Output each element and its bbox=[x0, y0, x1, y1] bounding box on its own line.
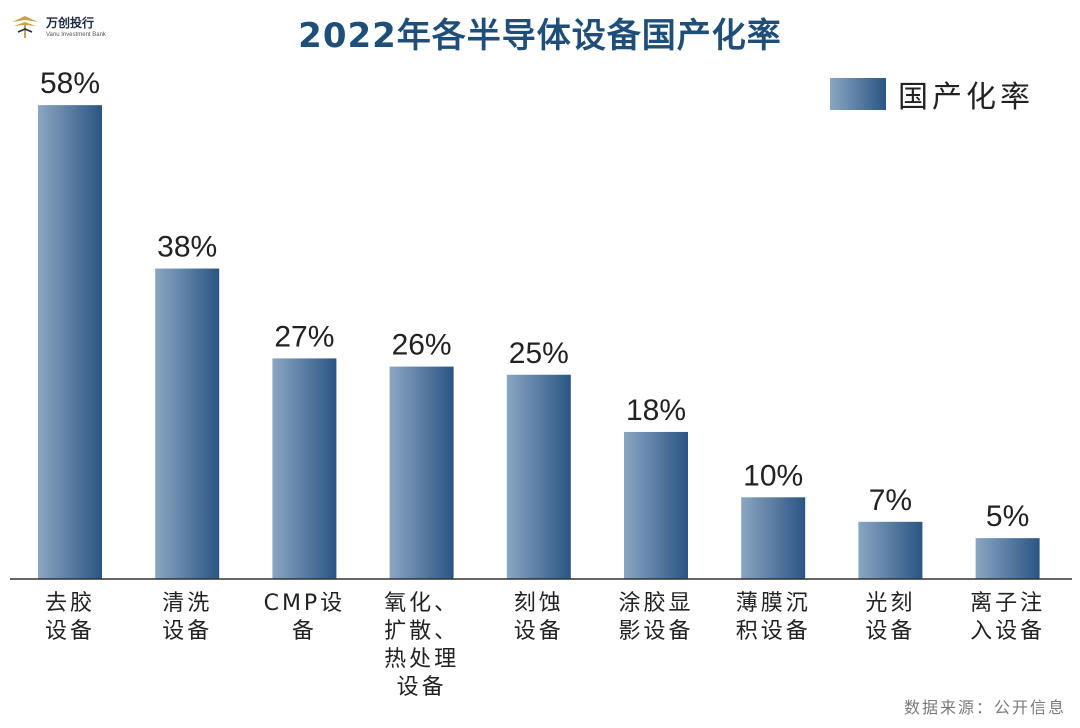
category-label-0-line-1: 设备 bbox=[45, 619, 95, 644]
category-label-4-line-0: 刻蚀 bbox=[514, 591, 564, 616]
category-label-3-line-1: 扩散、 bbox=[384, 619, 459, 644]
value-label-8: 5% bbox=[986, 500, 1029, 533]
brand-logo-icon bbox=[12, 16, 38, 38]
value-label-2: 27% bbox=[274, 320, 334, 353]
category-label-1-line-0: 清洗 bbox=[162, 591, 212, 616]
value-label-5: 18% bbox=[626, 394, 686, 427]
value-label-7: 7% bbox=[869, 484, 912, 517]
value-label-0: 58% bbox=[40, 67, 100, 100]
bar-8 bbox=[975, 538, 1040, 579]
value-label-6: 10% bbox=[743, 459, 803, 492]
data-source-note: 数据来源：公开信息 bbox=[903, 698, 1066, 717]
category-label-1-line-1: 设备 bbox=[162, 619, 212, 644]
category-label-5-line-1: 影设备 bbox=[618, 619, 693, 644]
value-label-4: 25% bbox=[509, 337, 569, 370]
category-label-5-line-0: 涂胶显 bbox=[618, 591, 693, 616]
chart-title: 2022年各半导体设备国产化率 bbox=[298, 16, 782, 56]
bar-1 bbox=[155, 268, 220, 579]
brand-name: 万创投行 bbox=[46, 16, 95, 30]
bar-5 bbox=[624, 431, 688, 579]
bar-7 bbox=[858, 521, 923, 579]
value-label-3: 26% bbox=[392, 329, 452, 362]
category-label-8-line-0: 离子注 bbox=[970, 591, 1045, 616]
category-label-4-line-1: 设备 bbox=[514, 619, 564, 644]
category-label-0-line-0: 去胶 bbox=[45, 591, 95, 616]
bar-0 bbox=[38, 105, 102, 579]
brand-logo: 万创投行 Vanu Investment Bank bbox=[10, 10, 120, 44]
category-label-3-line-3: 设备 bbox=[397, 675, 447, 700]
category-label-8-line-1: 入设备 bbox=[970, 619, 1045, 644]
chart-legend: 国产化率 bbox=[830, 74, 1034, 115]
category-label-7-line-0: 光刻 bbox=[865, 591, 915, 616]
bar-6 bbox=[741, 497, 806, 579]
category-label-3-line-0: 氧化、 bbox=[384, 591, 459, 616]
category-label-7-line-1: 设备 bbox=[865, 619, 915, 644]
value-label-1: 38% bbox=[157, 231, 217, 264]
legend-label: 国产化率 bbox=[898, 80, 1034, 115]
category-label-3-line-2: 热处理 bbox=[384, 647, 459, 672]
category-label-6-line-1: 积设备 bbox=[736, 619, 811, 644]
bar-3 bbox=[389, 366, 454, 579]
category-label-6-line-0: 薄膜沉 bbox=[736, 591, 811, 616]
bar-2 bbox=[272, 358, 337, 579]
category-label-2-line-1: 备 bbox=[292, 619, 317, 644]
brand-subtitle: Vanu Investment Bank bbox=[46, 32, 106, 38]
bar-4 bbox=[506, 374, 571, 579]
legend-swatch bbox=[830, 78, 886, 110]
category-label-2-line-0: CMP设 bbox=[264, 591, 346, 616]
